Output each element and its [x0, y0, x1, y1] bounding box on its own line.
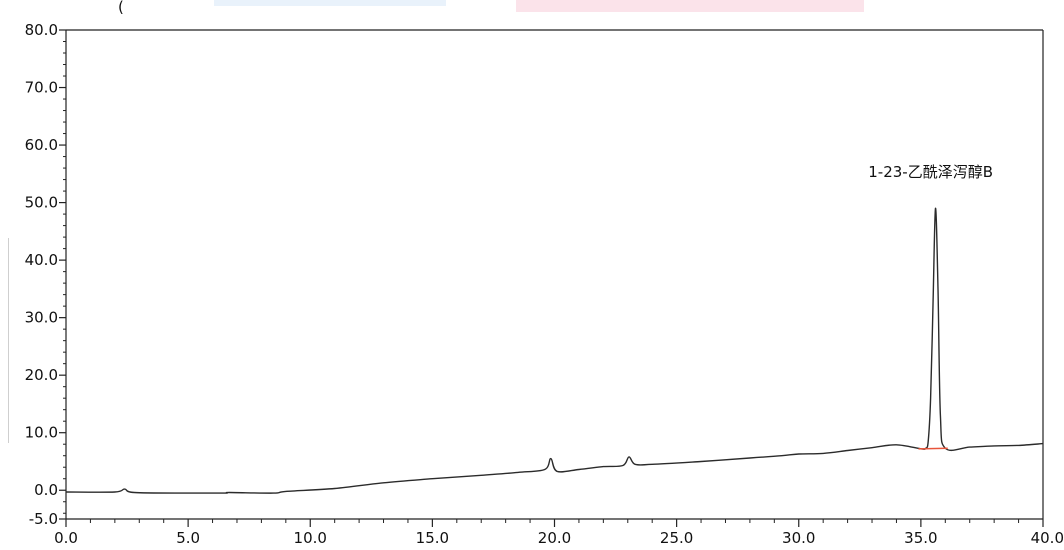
y-tick-label: 50.0 — [25, 194, 58, 212]
annotations: 1-23-乙酰泽泻醇B — [868, 163, 993, 181]
peak-label: 1-23-乙酰泽泻醇B — [868, 163, 993, 181]
x-tick-label: 40.0 — [1031, 529, 1064, 547]
y-tick-label: 30.0 — [25, 309, 58, 327]
x-tick-label: 15.0 — [416, 529, 449, 547]
y-tick-label: 80.0 — [25, 21, 58, 39]
header-fragment: ( — [118, 0, 124, 16]
peak-baseline — [918, 447, 948, 450]
y-tick-label: 70.0 — [25, 79, 58, 97]
x-tick-label: 0.0 — [54, 529, 78, 547]
x-tick-label: 10.0 — [294, 529, 327, 547]
y-tick-label: 20.0 — [25, 366, 58, 384]
watermark-bar-pink — [516, 0, 864, 12]
y-tick-label: -5.0 — [29, 510, 58, 528]
x-tick-label: 35.0 — [904, 529, 937, 547]
x-tick-label: 25.0 — [660, 529, 693, 547]
left-margin-line — [8, 238, 9, 443]
y-tick-label: 0.0 — [34, 481, 58, 499]
chromatogram-trace — [65, 207, 1044, 494]
y-tick-label: 10.0 — [25, 424, 58, 442]
axes: -5.00.010.020.030.040.050.060.070.080.00… — [25, 21, 1064, 547]
x-tick-label: 30.0 — [782, 529, 815, 547]
y-tick-label: 60.0 — [25, 136, 58, 154]
plot-area — [65, 207, 1044, 494]
y-tick-label: 40.0 — [25, 251, 58, 269]
x-tick-label: 5.0 — [176, 529, 200, 547]
x-tick-label: 20.0 — [538, 529, 571, 547]
watermark-bar-blue — [214, 0, 446, 6]
